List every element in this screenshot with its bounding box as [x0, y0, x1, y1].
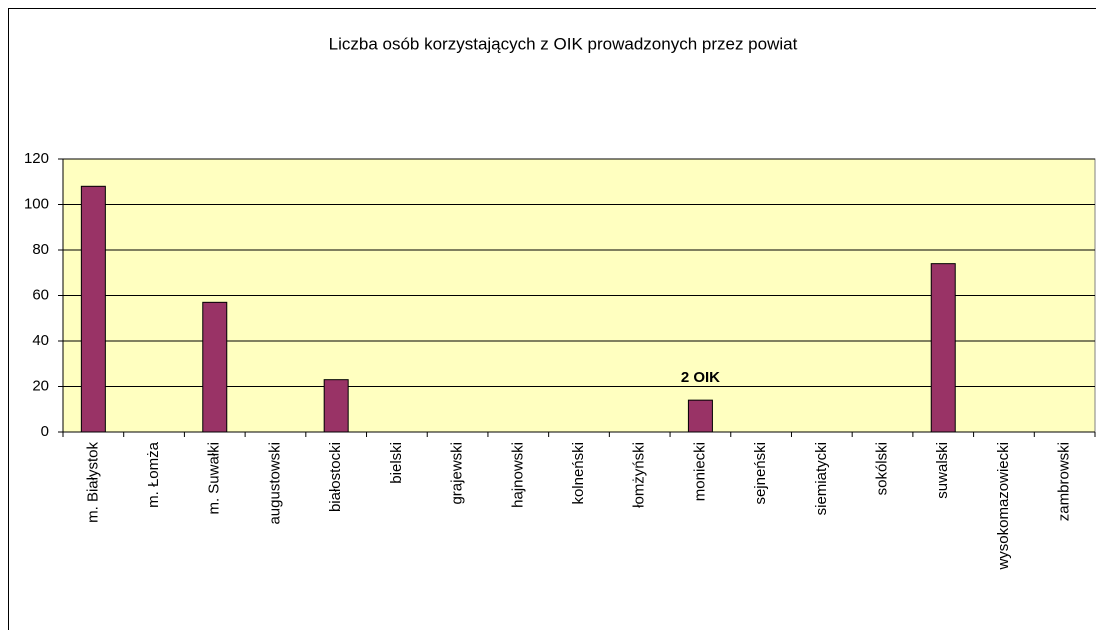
bar [80, 185, 106, 433]
x-tick-label: wysokomazowiecki [995, 442, 1012, 571]
y-tick-label: 20 [32, 377, 49, 394]
annotation: 2 OIK [681, 369, 720, 386]
x-tick-label: bielski [388, 442, 405, 484]
bar [687, 399, 713, 433]
x-tick-label: augustowski [266, 442, 283, 525]
x-tick-label: łomżyński [631, 442, 648, 508]
bar [930, 263, 956, 433]
y-tick-label: 40 [32, 332, 49, 349]
y-tick-label: 60 [32, 286, 49, 303]
x-tick-label: m. Suwałki [206, 442, 223, 515]
y-tick-label: 0 [41, 423, 49, 440]
chart-title: Liczba osób korzystających z OIK prowadz… [329, 34, 798, 53]
x-tick-label: sokólski [873, 442, 890, 495]
x-tick-label: suwalski [934, 442, 951, 499]
x-tick-label: hajnowski [509, 442, 526, 508]
x-tick-label: sejneński [752, 442, 769, 505]
x-tick-label: siemiatycki [813, 442, 830, 515]
y-tick-label: 120 [24, 150, 49, 167]
y-tick-label: 100 [24, 195, 49, 212]
bar [323, 379, 349, 433]
bar [202, 301, 228, 433]
x-tick-label: moniecki [691, 442, 708, 501]
x-tick-label: kolneński [570, 442, 587, 505]
x-tick-label: białostocki [327, 442, 344, 512]
x-tick-label: m. Białystok [84, 442, 101, 523]
x-tick-label: m. Łomża [145, 441, 162, 508]
x-tick-label: grajewski [449, 442, 466, 505]
y-tick-label: 80 [32, 241, 49, 258]
x-tick-label: zambrowski [1056, 442, 1073, 521]
